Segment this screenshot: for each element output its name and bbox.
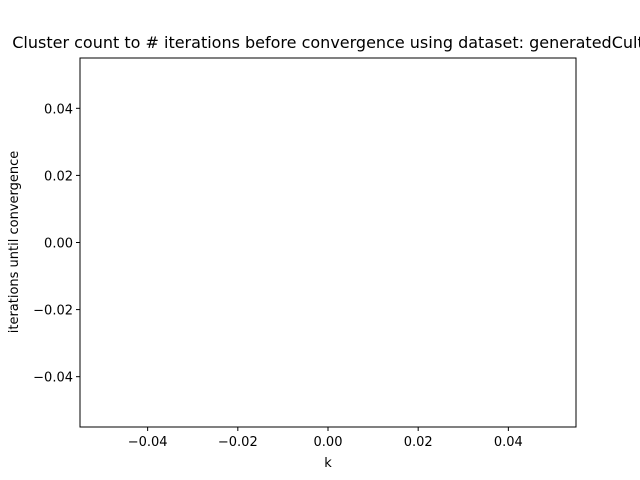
x-tick-label: 0.02	[404, 435, 433, 450]
y-tick-label: −0.02	[33, 304, 73, 319]
y-tick-label: 0.04	[44, 102, 73, 117]
plot-area	[79, 57, 577, 428]
y-axis-label: iterations until convergence	[7, 151, 22, 334]
x-tick-label: 0.00	[314, 435, 343, 450]
x-tick-label: −0.02	[218, 435, 258, 450]
y-tick-label: 0.02	[44, 169, 73, 184]
plot-frame	[79, 57, 577, 428]
x-tick-label: −0.04	[128, 435, 168, 450]
chart-title: Cluster count to # iterations before con…	[12, 33, 640, 52]
y-tick-label: 0.00	[44, 237, 73, 252]
x-axis-label: k	[324, 456, 332, 471]
x-tick-label: 0.04	[494, 435, 523, 450]
x-axis: −0.04 −0.02 0.00 0.02 0.04	[128, 427, 523, 450]
y-axis: −0.04 −0.02 0.00 0.02 0.04	[33, 102, 80, 386]
y-tick-label: −0.04	[33, 371, 73, 386]
